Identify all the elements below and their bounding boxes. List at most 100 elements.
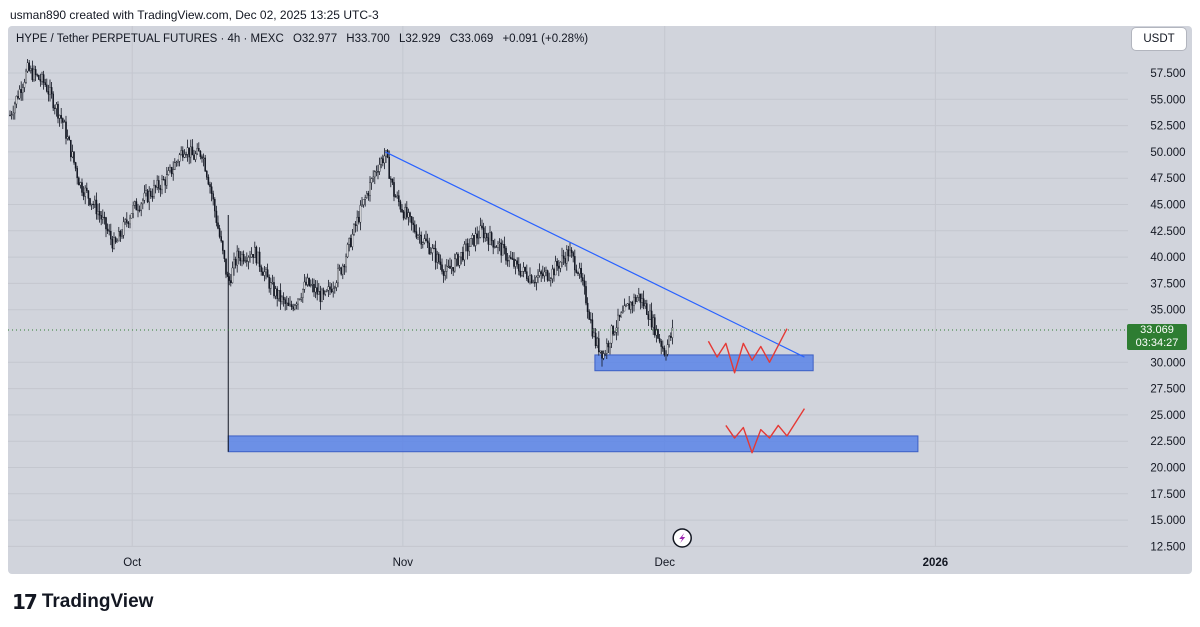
candle-body bbox=[489, 232, 491, 245]
candle-body bbox=[215, 210, 218, 223]
y-tick-label: 30.000 bbox=[1150, 357, 1185, 369]
candle-body bbox=[21, 87, 24, 93]
candle-body bbox=[567, 249, 570, 257]
tradingview-logo[interactable]: 17 TradingView bbox=[12, 590, 153, 614]
candle-body bbox=[434, 248, 437, 263]
chart-area[interactable]: 57.500 55.000 52.500 50.000 47.500 45.000 42.5… bbox=[8, 26, 1192, 574]
y-tick-label: 22.500 bbox=[1150, 436, 1185, 448]
candle-body bbox=[414, 224, 416, 232]
candle-body bbox=[308, 277, 311, 287]
candle-body bbox=[84, 187, 86, 197]
candle-body bbox=[39, 79, 42, 82]
y-tick-label: 20.000 bbox=[1150, 463, 1185, 475]
candle-body bbox=[326, 290, 328, 292]
candle-body bbox=[220, 236, 223, 242]
tradingview-logo-icon: 17 bbox=[12, 590, 38, 614]
candle-body bbox=[282, 296, 285, 300]
candle-body bbox=[300, 297, 303, 300]
symbol-name: HYPE / Tether PERPETUAL FUTURES · 4h · M… bbox=[16, 33, 284, 45]
candle-body bbox=[60, 115, 62, 119]
candle-body bbox=[652, 317, 654, 328]
currency-button[interactable]: USDT bbox=[1132, 28, 1186, 50]
price-chart[interactable]: 57.500 55.000 52.500 50.000 47.500 45.000 42.5… bbox=[8, 26, 1192, 574]
candle-body bbox=[98, 211, 101, 216]
candle-body bbox=[209, 184, 211, 187]
candle-body bbox=[370, 178, 373, 183]
candle-body bbox=[129, 217, 131, 225]
candle-body bbox=[396, 195, 399, 198]
candle-body bbox=[125, 219, 128, 223]
y-tick-label: 55.000 bbox=[1150, 94, 1185, 106]
candle-body bbox=[321, 289, 323, 302]
candle-body bbox=[519, 270, 522, 276]
candle-body bbox=[159, 187, 162, 191]
candle-body bbox=[574, 256, 576, 271]
candle-body bbox=[614, 332, 616, 335]
candle-body bbox=[348, 237, 351, 245]
candle-body bbox=[452, 267, 455, 272]
candle-body bbox=[399, 201, 402, 210]
candle-body bbox=[18, 89, 21, 99]
candle-body bbox=[505, 247, 507, 261]
candle-body bbox=[609, 342, 611, 348]
candle-body bbox=[618, 314, 621, 318]
candle-body bbox=[161, 179, 163, 191]
candle-body bbox=[146, 190, 149, 203]
candle-body bbox=[438, 253, 440, 263]
candle-body bbox=[330, 289, 333, 293]
candle-body bbox=[289, 304, 291, 306]
candle-body bbox=[205, 170, 208, 178]
candle-body bbox=[247, 257, 250, 262]
candle-body bbox=[655, 329, 658, 336]
candle-body bbox=[670, 335, 672, 338]
candle-body bbox=[654, 317, 656, 336]
candle-body bbox=[173, 162, 176, 170]
candle-body bbox=[55, 104, 58, 109]
candle-body bbox=[12, 112, 14, 115]
y-tick-label: 52.500 bbox=[1150, 121, 1185, 133]
candle-body bbox=[617, 314, 619, 329]
candle-body bbox=[261, 271, 264, 276]
legend-change: +0.091 (+0.28%) bbox=[502, 33, 589, 45]
candle-body bbox=[106, 228, 109, 231]
candle-body bbox=[599, 350, 602, 353]
candle-body bbox=[167, 170, 170, 175]
candle-body bbox=[63, 121, 66, 123]
candle-body bbox=[90, 203, 93, 206]
candle-body bbox=[486, 233, 488, 238]
candle-body bbox=[111, 238, 114, 249]
candle-body bbox=[138, 209, 141, 212]
candle-body bbox=[471, 235, 474, 239]
candle-body bbox=[594, 332, 597, 347]
candle-body bbox=[210, 186, 213, 194]
candle-body bbox=[671, 327, 674, 338]
lightning-icon bbox=[679, 533, 686, 543]
candle-body bbox=[548, 279, 550, 282]
candle-body bbox=[124, 219, 126, 223]
y-tick-label: 40.000 bbox=[1150, 252, 1185, 264]
candle-body bbox=[572, 252, 574, 257]
candle-body bbox=[186, 147, 189, 155]
candle-body bbox=[378, 164, 381, 172]
candle-body bbox=[151, 196, 154, 198]
candle-body bbox=[391, 179, 394, 183]
candle-body bbox=[252, 254, 255, 258]
candle-body bbox=[278, 290, 280, 299]
candle-body bbox=[338, 267, 341, 269]
candle-body bbox=[221, 240, 224, 251]
candle-body bbox=[79, 182, 82, 186]
candle-body bbox=[508, 256, 511, 261]
candle-body bbox=[253, 246, 256, 258]
candle-body bbox=[292, 306, 295, 310]
symbol-legend: HYPE / Tether PERPETUAL FUTURES · 4h · M… bbox=[16, 33, 594, 45]
candle-body bbox=[375, 171, 378, 173]
candle-body bbox=[465, 243, 467, 245]
candle-body bbox=[551, 268, 554, 279]
candle-body bbox=[281, 296, 283, 302]
y-tick-label: 35.000 bbox=[1150, 305, 1185, 317]
candle-body bbox=[401, 209, 403, 213]
candle-body bbox=[390, 178, 392, 180]
candle-body bbox=[180, 150, 183, 155]
candle-body bbox=[263, 271, 266, 276]
current-price-value: 33.069 bbox=[1140, 324, 1174, 336]
